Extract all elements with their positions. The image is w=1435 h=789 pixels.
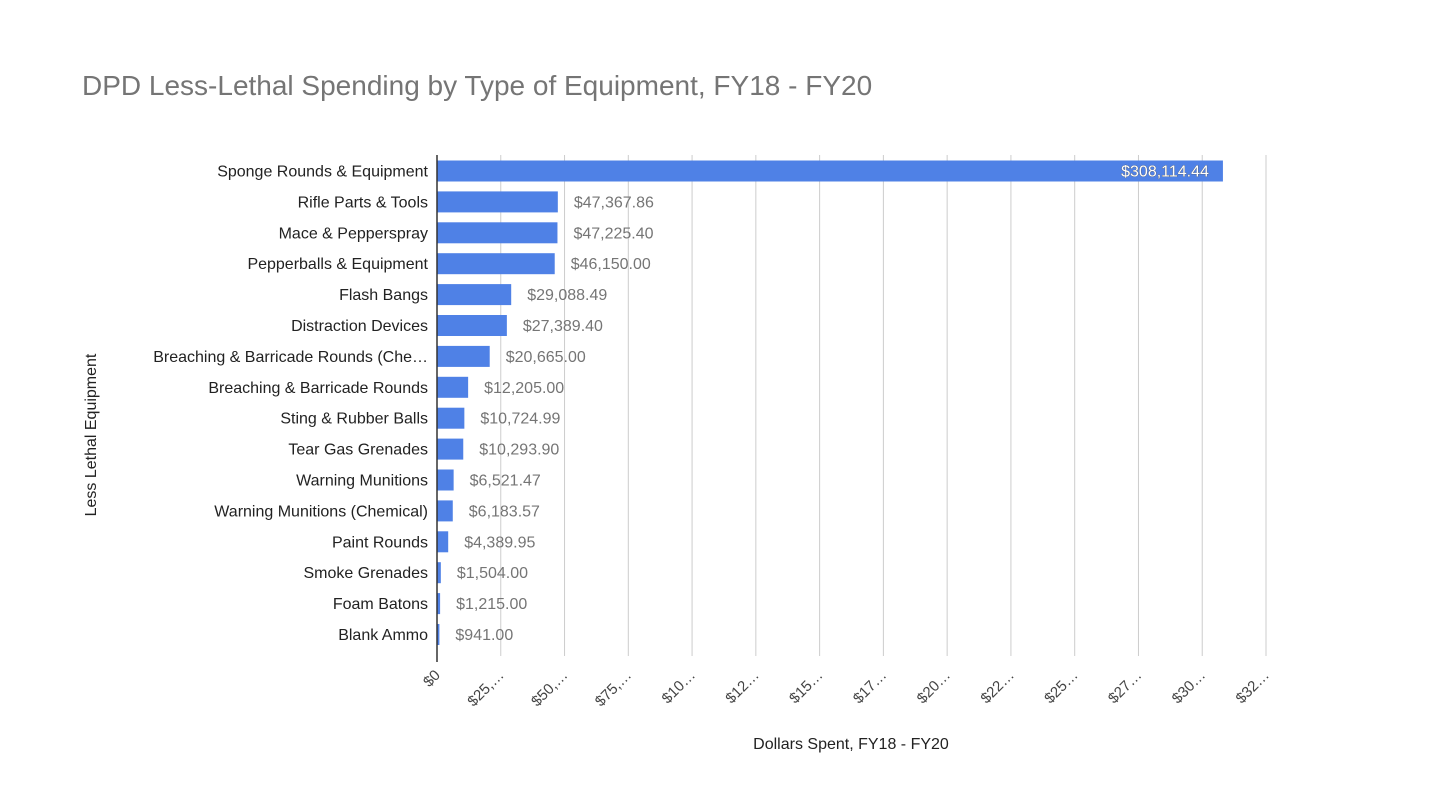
x-tick-label: $10… <box>659 667 699 707</box>
data-label: $47,367.86 <box>574 194 654 211</box>
bar <box>437 438 464 460</box>
category-label: Sting & Rubber Balls <box>280 411 428 428</box>
x-tick-label: $50,… <box>528 667 571 710</box>
category-label: Breaching & Barricade Rounds (Che… <box>153 349 428 366</box>
data-label: $27,389.40 <box>523 318 603 335</box>
bar <box>437 531 449 553</box>
bar <box>437 284 512 306</box>
category-label: Pepperballs & Equipment <box>247 256 428 273</box>
data-label: $6,521.47 <box>470 473 541 490</box>
data-label: $10,724.99 <box>480 411 560 428</box>
x-tick-label: $75,… <box>592 667 635 710</box>
data-label: $29,088.49 <box>527 287 607 304</box>
category-label: Breaching & Barricade Rounds <box>208 380 428 397</box>
bar <box>437 222 558 244</box>
bar <box>437 160 1223 182</box>
data-label: $12,205.00 <box>484 380 564 397</box>
x-tick-label: $20… <box>914 667 954 707</box>
gridlines <box>500 155 1267 656</box>
category-label: Foam Batons <box>333 596 428 613</box>
data-label: $308,114.44 <box>1121 164 1209 181</box>
data-label: $941.00 <box>455 627 513 644</box>
bar <box>437 315 507 336</box>
bar <box>437 345 490 367</box>
data-label: $47,225.40 <box>573 225 653 242</box>
x-tick-label: $30… <box>1169 667 1209 707</box>
x-axis-title: Dollars Spent, FY18 - FY20 <box>753 736 949 753</box>
x-tick-label: $15… <box>786 667 826 707</box>
x-tick-labels: $0 $25,… $50,… $75,… $10… $12… $15… $17… $20… $22… <box>420 667 1273 710</box>
category-label: Warning Munitions (Chemical) <box>214 503 428 520</box>
bars <box>437 160 1223 645</box>
bar <box>437 376 469 398</box>
bar <box>437 500 453 522</box>
category-label: Blank Ammo <box>338 627 428 644</box>
bar <box>437 562 441 584</box>
x-tick-label: $32… <box>1233 667 1273 707</box>
labels: Sponge Rounds & Equipment $308,114.44 Rifl… <box>153 163 1209 644</box>
bar <box>437 191 558 213</box>
category-label: Distraction Devices <box>291 318 428 335</box>
category-label: Sponge Rounds & Equipment <box>217 164 428 181</box>
data-label: $6,183.57 <box>469 503 540 520</box>
x-tick-label: $25,… <box>464 667 507 710</box>
bar <box>437 624 440 645</box>
bar <box>437 407 465 429</box>
category-label: Rifle Parts & Tools <box>298 194 428 211</box>
bar <box>437 469 454 491</box>
category-label: Smoke Grenades <box>303 565 428 582</box>
category-label: Flash Bangs <box>339 287 428 304</box>
x-tick-label: $25… <box>1041 667 1081 707</box>
category-label: Tear Gas Grenades <box>288 442 428 459</box>
x-tick-label: $12… <box>722 667 762 707</box>
data-label: $4,389.95 <box>464 534 535 551</box>
data-label: $20,665.00 <box>506 349 586 366</box>
category-label: Warning Munitions <box>296 473 428 490</box>
y-axis-title: Less Lethal Equipment <box>83 353 100 516</box>
category-label: Mace & Pepperspray <box>279 225 428 242</box>
data-label: $10,293.90 <box>479 442 559 459</box>
category-label: Paint Rounds <box>332 534 428 551</box>
x-tick-label: $0 <box>420 667 444 691</box>
x-tick-label: $27… <box>1105 667 1145 707</box>
chart-title: DPD Less-Lethal Spending by Type of Equi… <box>82 70 873 101</box>
x-tick-label: $22… <box>977 667 1017 707</box>
data-label: $46,150.00 <box>571 256 651 273</box>
bar <box>437 593 441 615</box>
data-label: $1,215.00 <box>456 596 527 613</box>
data-label: $1,504.00 <box>457 565 528 582</box>
bar <box>437 253 555 275</box>
x-tick-label: $17… <box>850 667 890 707</box>
